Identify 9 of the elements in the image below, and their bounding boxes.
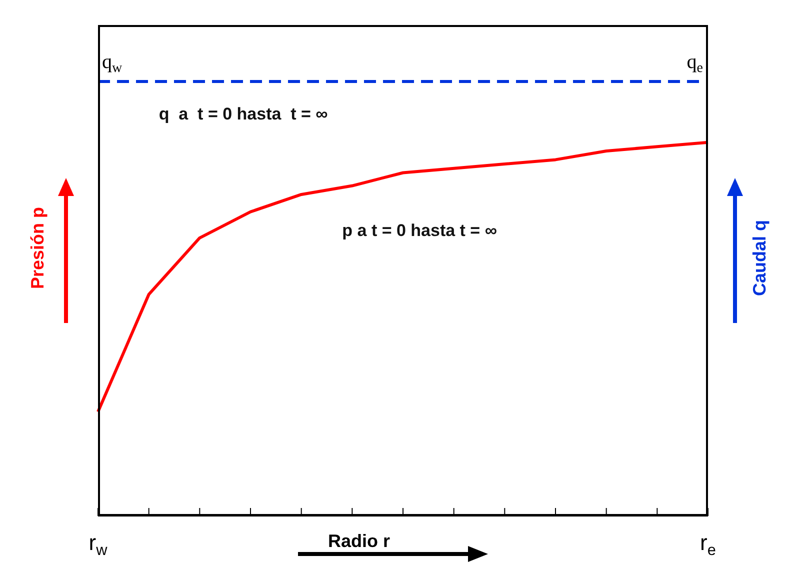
series-label: p a t = 0 hasta t = ∞ (342, 220, 497, 240)
y2-axis-title: Caudal q (750, 220, 770, 296)
text: q$_{e}$ (686, 51, 703, 76)
series-label: q a t = 0 hasta t = ∞ (158, 104, 328, 124)
x-tick-label: r$_{e}$ (700, 530, 716, 558)
x-tick-label: r$_{w}$ (88, 530, 108, 558)
x-axis-title: Radio r (328, 531, 390, 551)
y-axis-title: Presión p (28, 206, 48, 290)
text: q$_{w}$ (102, 51, 123, 76)
